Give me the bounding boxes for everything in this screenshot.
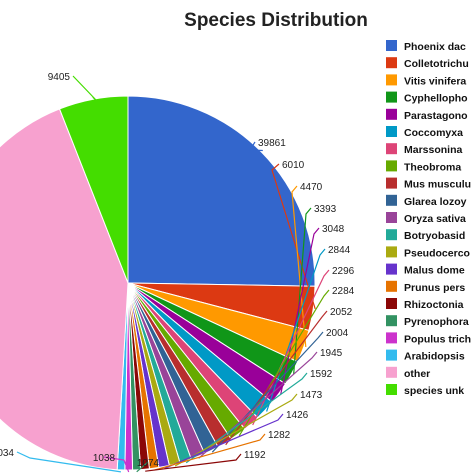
data-label-16: 1192 <box>244 450 266 461</box>
legend-swatch-12 <box>386 229 397 241</box>
leader-line-13 <box>174 393 298 467</box>
leader-line-15 <box>154 433 266 471</box>
legend-swatch-19 <box>386 349 397 361</box>
data-label-9: 2052 <box>330 307 353 318</box>
leader-line-11 <box>198 351 318 459</box>
legend-swatch-5 <box>386 108 397 120</box>
legend-swatch-6 <box>386 126 397 137</box>
chart-title: Species Distribution <box>184 10 368 31</box>
legend-label-18: Populus trich <box>404 333 471 345</box>
legend-label-13: Pseudocerco <box>404 247 470 259</box>
leader-line-14 <box>164 413 284 469</box>
legend-swatch-15 <box>386 280 397 292</box>
legend-swatch-17 <box>386 315 397 327</box>
legend-label-9: Mus musculu <box>404 179 471 191</box>
legend-swatch-7 <box>386 143 397 155</box>
legend-swatch-18 <box>386 332 397 344</box>
data-label-20: 9405 <box>48 72 71 83</box>
pie-slice-21 <box>58 95 129 284</box>
data-label-8: 2284 <box>332 286 355 297</box>
leader-line-1 <box>248 141 263 152</box>
legend: Phoenix dac Colletotrichu Vitis vinifera Cy… <box>386 40 471 397</box>
data-label-1: 39861 <box>258 138 286 149</box>
legend-label-16: Rhizoctonia <box>404 299 464 311</box>
legend-label-19: Arabidopsis <box>404 351 465 363</box>
legend-label-12: Botryobasid <box>404 230 465 242</box>
legend-label-15: Prunus pers <box>404 282 465 294</box>
data-label-13: 1473 <box>300 390 323 401</box>
legend-swatch-2 <box>386 57 397 69</box>
data-label-2: 6010 <box>282 160 305 171</box>
leader-line-19 <box>16 451 121 473</box>
legend-swatch-1 <box>386 40 397 51</box>
legend-swatch-8 <box>386 160 397 172</box>
legend-swatch-10 <box>386 194 397 206</box>
legend-label-17: Pyrenophora <box>404 316 469 328</box>
legend-swatch-4 <box>386 91 397 103</box>
leader-line-10 <box>211 331 324 453</box>
legend-swatch-21 <box>386 384 397 395</box>
legend-swatch-14 <box>386 263 397 275</box>
legend-label-2: Colletotrichu <box>404 58 469 70</box>
leader-line-18 <box>103 456 130 473</box>
leader-line-2 <box>271 163 316 309</box>
data-label-12: 1592 <box>310 369 333 380</box>
legend-label-20: other <box>404 368 430 380</box>
legend-swatch-11 <box>386 212 397 223</box>
legend-label-4: Cyphellopho <box>404 93 468 105</box>
legend-swatch-20 <box>386 366 397 378</box>
leader-line-17 <box>136 461 149 473</box>
legend-label-7: Marssonina <box>404 144 463 156</box>
legend-swatch-3 <box>386 74 397 86</box>
legend-label-3: Vitis vinifera <box>404 75 466 87</box>
data-label-15: 1282 <box>268 430 291 441</box>
legend-label-21: species unk <box>404 385 464 397</box>
legend-label-10: Glarea lozoy <box>404 196 467 208</box>
legend-label-14: Malus dome <box>404 265 465 277</box>
leader-line-12 <box>185 372 308 464</box>
data-label-11: 1945 <box>320 348 343 359</box>
data-label-5: 3048 <box>322 224 345 235</box>
legend-label-1: Phoenix dac <box>404 41 466 53</box>
leader-line-16 <box>145 453 242 472</box>
legend-swatch-16 <box>386 298 397 309</box>
legend-label-8: Theobroma <box>404 161 461 173</box>
legend-label-6: Coccomyxa <box>404 127 463 139</box>
pie-slice-20 <box>0 108 129 471</box>
legend-swatch-9 <box>386 177 397 189</box>
pie-slice-1 <box>127 95 316 287</box>
leader-line-5 <box>280 227 320 395</box>
legend-label-11: Oryza sativa <box>404 213 466 225</box>
data-label-7: 2296 <box>332 266 355 277</box>
data-label-18: 1038 <box>93 453 116 464</box>
legend-label-5: Parastagono <box>404 110 468 122</box>
data-label-3: 4470 <box>300 182 323 193</box>
data-label-10: 2004 <box>326 328 349 339</box>
data-label-4: 3393 <box>314 204 337 215</box>
data-label-17: 1074 <box>137 458 160 469</box>
legend-swatch-13 <box>386 246 397 258</box>
data-label-19: 034 <box>0 448 14 459</box>
data-label-6: 2844 <box>328 245 351 256</box>
leader-line-20 <box>72 75 97 101</box>
data-label-14: 1426 <box>286 410 309 421</box>
